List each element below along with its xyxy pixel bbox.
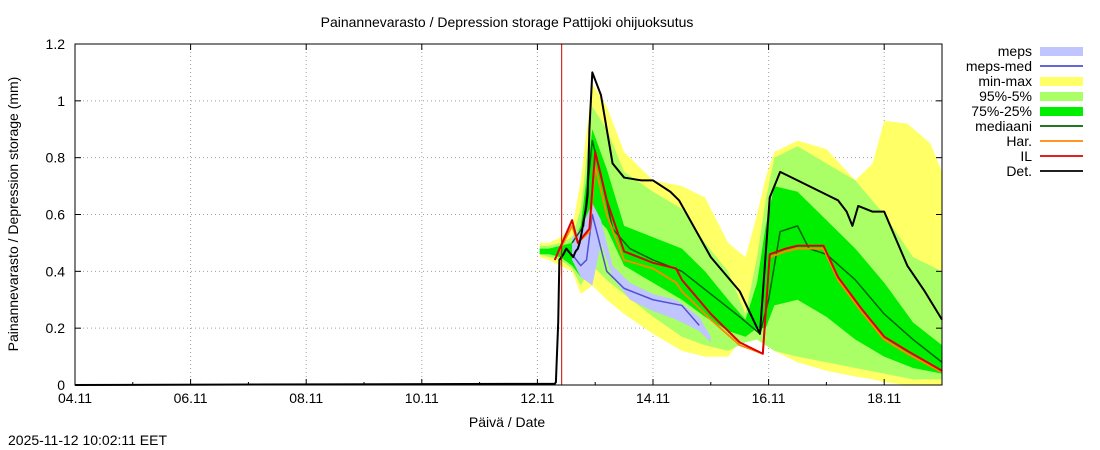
x-tick-label: 12.11 [520, 390, 554, 406]
y-tick-label: 0.8 [46, 150, 66, 166]
band-meps [572, 203, 711, 343]
line-det [74, 71, 943, 386]
legend: mepsmeps-medmin-max95%-5%75%-25%mediaani… [966, 43, 1083, 179]
legend-swatch-minmax [1040, 77, 1083, 86]
legend-label-meps-med: meps-med [966, 58, 1032, 74]
y-tick-label: 0.6 [46, 207, 66, 223]
y-tick-label: 1 [57, 93, 65, 109]
x-tick-label: 18.11 [867, 390, 901, 406]
legend-label-har: Har. [1006, 133, 1032, 149]
legend-swatch-meps [1040, 47, 1083, 56]
band-p75-25 [539, 129, 942, 374]
y-tick-label: 0.2 [46, 320, 66, 336]
legend-label-meps: meps [998, 43, 1032, 59]
x-tick-label: 14.11 [636, 390, 670, 406]
chart-title: Painannevarasto / Depression storage Pat… [321, 14, 694, 30]
legend-swatch-p95-5 [1040, 92, 1083, 101]
line-il [553, 150, 943, 372]
x-tick-label: 08.11 [289, 390, 323, 406]
line-meps-med [571, 213, 700, 326]
x-axis-label: Päivä / Date [469, 414, 545, 430]
x-tick-label: 04.11 [58, 390, 92, 406]
tick-layer: 04.11 06.11 08.11 10.11 12.11 14.11 16.11 18.11… [46, 36, 942, 406]
legend-label-mediaani: mediaani [975, 118, 1032, 134]
y-tick-label: 0 [57, 377, 65, 393]
y-axis-label: Painannevarasto / Depression storage (mm… [5, 77, 21, 352]
legend-label-il: IL [1020, 148, 1032, 164]
legend-label-p95-5: 95%-5% [979, 88, 1032, 104]
x-tick-label: 06.11 [174, 390, 208, 406]
timestamp-label: 2025-11-12 10:02:11 EET [8, 432, 167, 448]
legend-swatch-p75-25 [1040, 107, 1083, 116]
y-tick-label: 1.2 [46, 36, 66, 52]
x-tick-label: 10.11 [405, 390, 439, 406]
x-tick-label: 16.11 [752, 390, 786, 406]
line-layer [74, 44, 943, 386]
legend-label-minmax: min-max [978, 73, 1032, 89]
legend-label-det: Det. [1006, 163, 1032, 179]
band-layer [539, 83, 942, 386]
y-tick-label: 0.4 [46, 263, 66, 279]
legend-label-p75-25: 75%-25% [971, 103, 1032, 119]
